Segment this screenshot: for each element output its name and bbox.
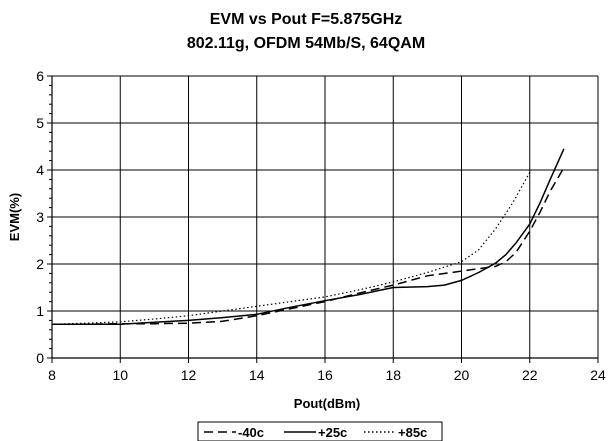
y-tick-label: 2 xyxy=(36,256,44,272)
x-tick-label: 10 xyxy=(112,367,128,383)
x-tick-label: 14 xyxy=(249,367,265,383)
x-tick-label: 24 xyxy=(590,367,606,383)
y-tick-label: 5 xyxy=(36,115,44,131)
x-tick-label: 20 xyxy=(454,367,470,383)
chart-title: EVM vs Pout F=5.875GHz xyxy=(210,11,403,28)
legend-label: -40c xyxy=(238,425,264,440)
legend-box xyxy=(197,421,443,441)
series-line-25c xyxy=(52,148,565,325)
x-tick-label: 8 xyxy=(48,367,56,383)
y-tick-label: 0 xyxy=(36,350,44,366)
x-axis-label: Pout(dBm) xyxy=(294,396,360,411)
y-tick-label: 6 xyxy=(36,68,44,84)
legend-label: +25c xyxy=(318,425,347,440)
x-tick-label: 18 xyxy=(385,367,401,383)
chart-subtitle: 802.11g, OFDM 54Mb/S, 64QAM xyxy=(187,35,425,52)
y-tick-label: 1 xyxy=(36,303,44,319)
legend-label: +85c xyxy=(398,425,427,440)
series-line-40c xyxy=(52,167,565,325)
series-line-85c xyxy=(51,172,531,325)
y-tick-label: 3 xyxy=(36,209,44,225)
x-tick-label: 22 xyxy=(522,367,538,383)
x-tick-label: 16 xyxy=(317,367,333,383)
y-tick-label: 4 xyxy=(36,162,44,178)
y-axis-label: EVM(%) xyxy=(7,193,22,241)
legend: -40c +25c +85c xyxy=(197,421,443,441)
series-lines xyxy=(51,148,565,325)
x-tick-label: 12 xyxy=(181,367,197,383)
